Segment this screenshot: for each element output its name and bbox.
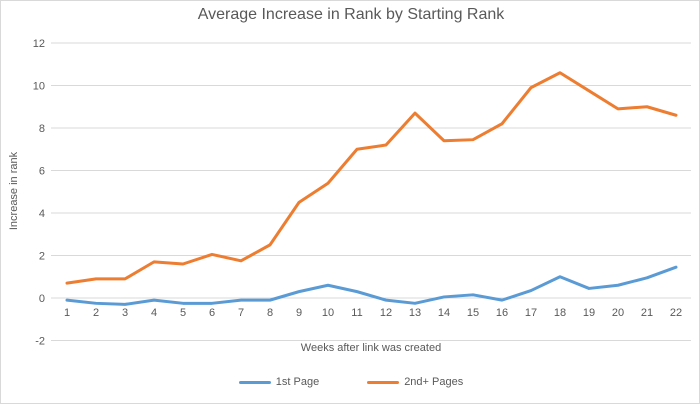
- x-tick-label: 11: [351, 307, 362, 319]
- y-tick-label: 8: [39, 123, 45, 135]
- x-tick-label: 1: [64, 307, 70, 319]
- x-axis-title: Weeks after link was created: [300, 342, 442, 354]
- legend-line-swatch: [238, 380, 271, 384]
- legend-item-1st-page: 1st Page: [238, 376, 320, 388]
- x-tick-label: 19: [583, 307, 595, 319]
- series-line-1st-page: [65, 265, 678, 306]
- y-axis-title: Increase in rank: [8, 151, 20, 231]
- x-tick-label: 5: [180, 307, 186, 319]
- series-line-2nd-pages: [65, 71, 678, 285]
- y-tick-label: 4: [39, 208, 45, 220]
- y-tick-label: 12: [33, 38, 45, 50]
- x-tick-label: 22: [670, 307, 682, 319]
- legend-label: 2nd+ Pages: [404, 376, 464, 388]
- x-tick-label: 9: [296, 307, 302, 319]
- x-tick-label: 10: [322, 307, 334, 319]
- x-tick-label: 2: [93, 307, 99, 319]
- x-tick-label: 13: [409, 307, 421, 319]
- x-tick-label: 18: [554, 307, 566, 319]
- x-tick-label: 16: [496, 307, 508, 319]
- y-tick-label: 10: [33, 81, 45, 93]
- x-tick-label: 14: [438, 307, 450, 319]
- x-tick-label: 12: [380, 307, 392, 319]
- y-tick-label: 0: [39, 293, 45, 305]
- chart-title: Average Increase in Rank by Starting Ran…: [197, 6, 505, 23]
- x-tick-label: 4: [151, 307, 157, 319]
- legend-label: 1st Page: [275, 376, 320, 388]
- x-tick-label: 20: [612, 307, 624, 319]
- y-tick-label: 2: [39, 251, 45, 263]
- y-tick-label: 6: [39, 166, 45, 178]
- x-tick-label: 21: [641, 307, 653, 319]
- x-tick-label: 8: [267, 307, 273, 319]
- legend-line-swatch: [367, 380, 400, 384]
- x-tick-label: 17: [525, 307, 537, 319]
- x-tick-label: 6: [209, 307, 215, 319]
- x-tick-label: 7: [238, 307, 244, 319]
- x-tick-label: 15: [467, 307, 479, 319]
- y-tick-label: -2: [35, 336, 45, 348]
- legend-item-2nd-pages: 2nd+ Pages: [367, 376, 463, 388]
- x-tick-label: 3: [122, 307, 128, 319]
- legend: 1st Page 2nd+ Pages: [1, 376, 699, 388]
